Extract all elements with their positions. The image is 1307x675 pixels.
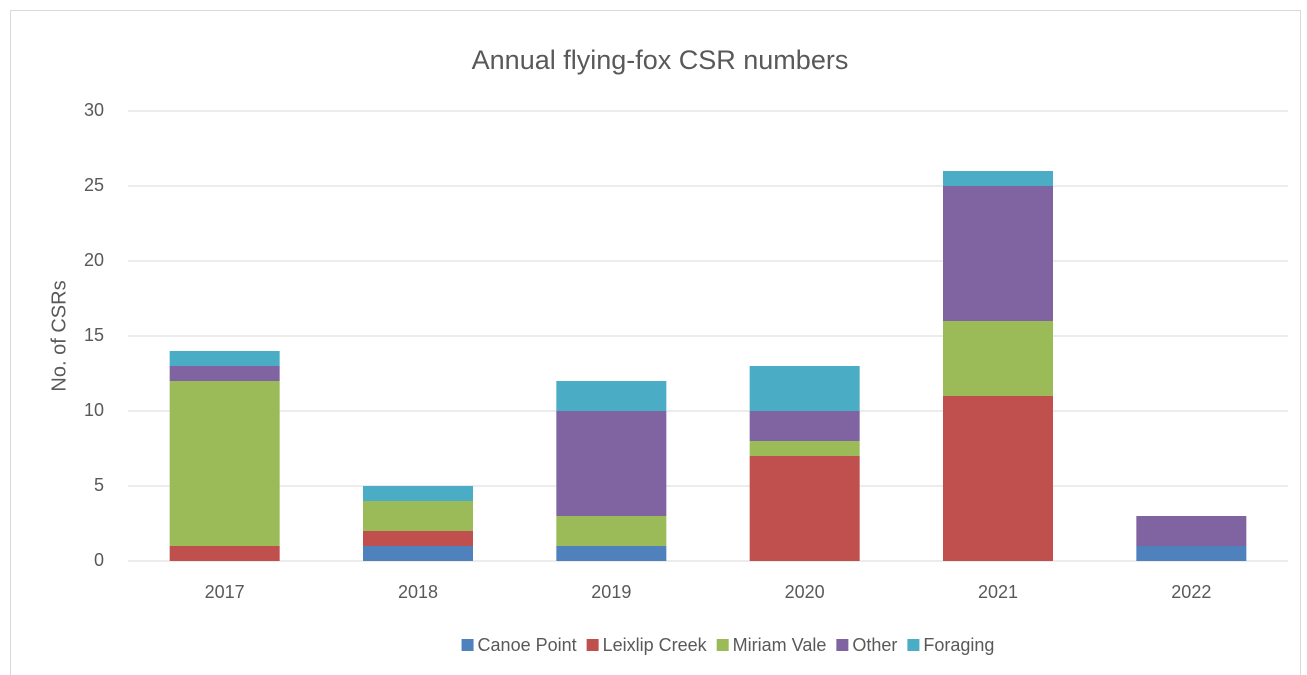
bar-segment (169, 351, 280, 366)
bar-segment (749, 441, 860, 456)
bar-segment (943, 171, 1053, 186)
bar-segment (1136, 516, 1247, 546)
x-tick-label: 2020 (785, 582, 825, 602)
x-tick-label: 2018 (398, 582, 438, 602)
y-tick-label: 0 (94, 550, 104, 570)
legend-swatch (461, 639, 474, 651)
y-axis-label: No. of CSRs (48, 280, 70, 391)
bar-segment (363, 501, 473, 531)
x-tick-label: 2022 (1171, 582, 1211, 602)
bar-segment (1136, 546, 1247, 561)
y-tick-label: 30 (84, 100, 104, 120)
chart-frame (10, 10, 1301, 675)
bar-segment (943, 321, 1053, 396)
legend-label: Canoe Point (478, 635, 577, 655)
y-tick-label: 15 (84, 325, 104, 345)
y-tick-label: 25 (84, 175, 104, 195)
legend-label: Foraging (923, 635, 994, 655)
bar-segment (749, 456, 860, 561)
bar-segment (363, 531, 473, 546)
x-tick-label: 2021 (978, 582, 1018, 602)
bar-segment (749, 366, 860, 411)
bar-segment (556, 411, 667, 516)
legend-label: Other (852, 635, 897, 655)
y-tick-label: 20 (84, 250, 104, 270)
bar-segment (169, 546, 280, 561)
chart-title: Annual flying-fox CSR numbers (472, 45, 849, 75)
bar-segment (556, 546, 667, 561)
bar-segment (169, 381, 280, 546)
legend-label: Miriam Vale (733, 635, 827, 655)
bar-segment (169, 366, 280, 381)
legend-swatch (586, 639, 599, 651)
y-tick-label: 5 (94, 475, 104, 495)
x-tick-label: 2019 (591, 582, 631, 602)
bar-segment (943, 396, 1053, 561)
bar-segment (943, 186, 1053, 321)
legend-label: Leixlip Creek (603, 635, 708, 655)
y-tick-label: 10 (84, 400, 104, 420)
bar-segment (556, 381, 667, 411)
legend-swatch (716, 639, 729, 651)
bar-segment (749, 411, 860, 441)
bar-segment (556, 516, 667, 546)
legend-swatch (907, 639, 920, 651)
bar-segment (363, 486, 473, 501)
bar-segment (363, 546, 473, 561)
x-tick-label: 2017 (205, 582, 245, 602)
legend-swatch (836, 639, 849, 651)
